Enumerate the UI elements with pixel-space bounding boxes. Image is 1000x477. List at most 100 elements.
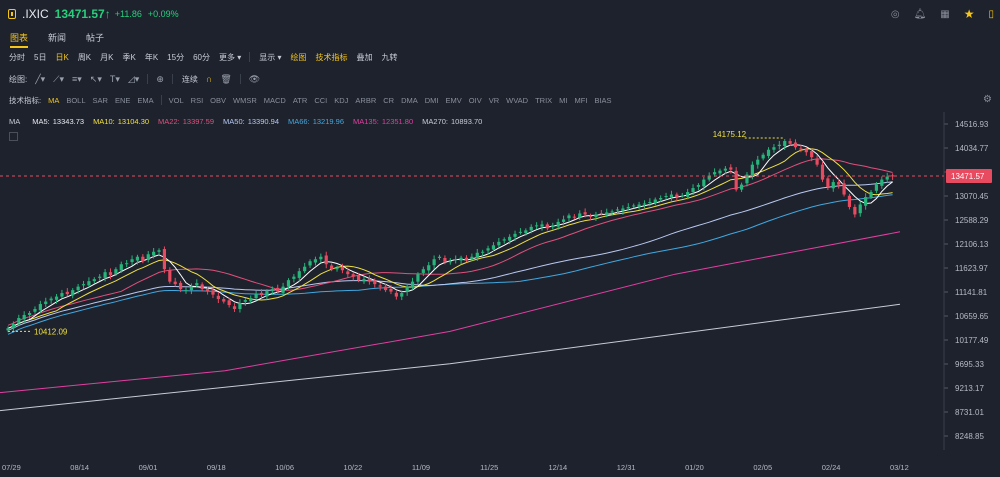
period-9[interactable]: 更多 ▾ bbox=[218, 52, 242, 62]
arrow-tool-icon[interactable]: ↖▾ bbox=[89, 73, 102, 84]
indicator-wvad[interactable]: WVAD bbox=[506, 95, 529, 105]
bell-icon[interactable]: 🔔︎ bbox=[913, 8, 927, 20]
grid-icon[interactable]: ▦ bbox=[940, 8, 950, 20]
eye-icon[interactable]: 👁︎ bbox=[248, 73, 261, 84]
star-icon[interactable]: ★ bbox=[963, 7, 975, 21]
candle-body bbox=[44, 301, 48, 305]
period-right-3[interactable]: 叠加 bbox=[356, 52, 373, 62]
magnet-icon[interactable]: ∩ bbox=[205, 74, 213, 84]
period-right-2[interactable]: 技术指标 bbox=[315, 52, 348, 62]
indicator-mi[interactable]: MI bbox=[559, 95, 568, 105]
candle-body bbox=[232, 306, 237, 310]
period-right-1[interactable]: 绘图 bbox=[290, 52, 307, 62]
candle-body bbox=[475, 252, 479, 258]
indicator-kdj[interactable]: KDJ bbox=[334, 95, 349, 105]
continuous-toggle[interactable]: 连续 bbox=[181, 74, 198, 84]
indicator-boll[interactable]: BOLL bbox=[66, 95, 86, 105]
text-tool-icon[interactable]: T▾ bbox=[109, 73, 120, 84]
indicator-dmi[interactable]: DMI bbox=[424, 95, 439, 105]
period-1[interactable]: 5日 bbox=[34, 52, 47, 62]
ma-legend-item: MA135: 12351.80 bbox=[353, 117, 413, 126]
y-tick-label: 10177.49 bbox=[955, 336, 989, 345]
indicator-atr[interactable]: ATR bbox=[292, 95, 308, 105]
candle-body bbox=[885, 176, 889, 180]
indicator-ene[interactable]: ENE bbox=[114, 95, 131, 105]
indicator-wmsr[interactable]: WMSR bbox=[233, 95, 257, 105]
indicator-dma[interactable]: DMA bbox=[401, 95, 418, 105]
period-2[interactable]: 日K bbox=[55, 52, 69, 62]
tab-2[interactable]: 帖子 bbox=[86, 32, 105, 43]
divider bbox=[160, 95, 162, 105]
candle-body bbox=[675, 194, 679, 198]
indicator-ema[interactable]: EMA bbox=[137, 95, 154, 105]
tab-1[interactable]: 新闻 bbox=[48, 32, 67, 43]
ray-tool-icon[interactable]: ⟋▾ bbox=[53, 73, 64, 84]
trash-icon[interactable]: 🗑︎ bbox=[220, 73, 232, 84]
indicator-obv[interactable]: OBV bbox=[210, 95, 227, 105]
candle-body bbox=[330, 265, 334, 270]
period-4[interactable]: 月K bbox=[100, 52, 114, 62]
candle-body bbox=[669, 194, 674, 198]
indicator-cr[interactable]: CR bbox=[383, 95, 395, 105]
y-tick-label: 11141.81 bbox=[955, 288, 988, 297]
candle-body bbox=[497, 241, 501, 246]
candle-body bbox=[92, 279, 96, 282]
indicator-cci[interactable]: CCI bbox=[314, 95, 328, 105]
period-6[interactable]: 年K bbox=[144, 52, 159, 62]
indicator-trix[interactable]: TRIX bbox=[535, 95, 553, 105]
indicator-vr[interactable]: VR bbox=[488, 95, 500, 105]
indicator-bias[interactable]: BIAS bbox=[594, 95, 612, 105]
candle-body bbox=[432, 259, 436, 266]
candle-body bbox=[556, 221, 560, 227]
shape-tool-icon[interactable]: ◿▾ bbox=[127, 73, 140, 84]
indicator-arbr[interactable]: ARBR bbox=[355, 95, 377, 105]
candle-body bbox=[243, 300, 247, 302]
period-right-4[interactable]: 九转 bbox=[381, 52, 398, 62]
candle-body bbox=[680, 195, 684, 197]
channel-tool-icon[interactable]: ≡▾ bbox=[72, 73, 82, 84]
indicator-rsi[interactable]: RSI bbox=[190, 95, 204, 105]
tab-0[interactable]: 图表 bbox=[10, 32, 29, 48]
candle-body bbox=[524, 230, 528, 234]
candle-body bbox=[858, 204, 862, 214]
candle-body bbox=[621, 208, 625, 211]
target-icon[interactable]: ◎ bbox=[890, 8, 900, 20]
period-0[interactable]: 分时 bbox=[9, 52, 25, 62]
indicator-label: 技术指标: bbox=[9, 95, 42, 105]
candle-body bbox=[632, 205, 636, 207]
candle-body bbox=[249, 298, 253, 302]
indicator-sar[interactable]: SAR bbox=[92, 95, 108, 105]
indicator-emv[interactable]: EMV bbox=[445, 95, 462, 105]
panel-icon[interactable]: ▯ bbox=[988, 8, 994, 20]
settings-gear-icon[interactable]: ⚙ bbox=[983, 94, 992, 105]
symbol-icon bbox=[8, 9, 16, 19]
indicator-bar: 技术指标: MA BOLL SAR ENE EMA VOL RSI OBV WMSR MACD AT… bbox=[0, 92, 1000, 108]
candle-body bbox=[108, 272, 113, 276]
period-right-0[interactable]: 显示 ▾ bbox=[259, 52, 282, 62]
candle-body bbox=[491, 245, 496, 250]
zoom-icon[interactable]: ⊕ bbox=[156, 73, 164, 84]
candle-body bbox=[276, 287, 280, 292]
candle-body bbox=[367, 279, 371, 282]
period-5[interactable]: 季K bbox=[122, 52, 136, 62]
x-tick-label: 12/14 bbox=[548, 463, 567, 472]
collapse-legend-icon[interactable] bbox=[9, 132, 18, 141]
indicator-mfi[interactable]: MFI bbox=[574, 95, 588, 105]
period-8[interactable]: 60分 bbox=[193, 52, 210, 62]
period-3[interactable]: 周K bbox=[77, 52, 92, 62]
candle-body bbox=[561, 219, 566, 222]
period-7[interactable]: 15分 bbox=[167, 52, 185, 62]
indicator-ma[interactable]: MA bbox=[48, 95, 60, 105]
candle-body bbox=[27, 312, 32, 315]
line-tool-icon[interactable]: ╱▾ bbox=[35, 73, 46, 84]
candle-body bbox=[551, 225, 555, 228]
candle-body bbox=[227, 300, 231, 306]
indicator-oiv[interactable]: OIV bbox=[468, 95, 482, 105]
indicator-vol[interactable]: VOL bbox=[168, 95, 184, 105]
candle-body bbox=[410, 281, 415, 288]
x-tick-label: 10/06 bbox=[275, 463, 294, 472]
indicator-macd[interactable]: MACD bbox=[263, 95, 286, 105]
candle-body bbox=[648, 201, 652, 203]
candle-body bbox=[98, 276, 102, 278]
